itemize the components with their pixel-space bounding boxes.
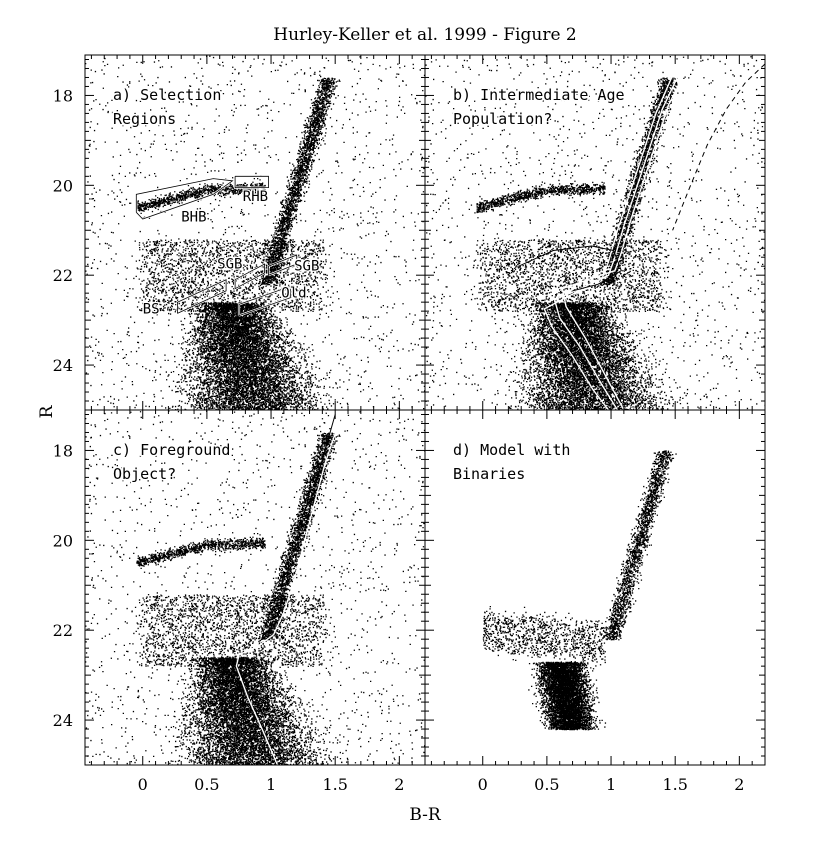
isochrone-3 [543,55,683,410]
isochrone-black [518,245,622,292]
region-label-old: Old [281,286,306,302]
panel-d-frame [424,409,766,766]
region-bhb-outline [135,178,234,220]
y-tick-label: 18 [53,86,73,105]
panel-d-label: d) Model with Binaries [453,441,570,483]
panel-a-label: a) Selection Regions [113,86,221,128]
panel-a-plot: BHB RHB SGB SGB Old BS [85,55,425,410]
panel-d-stars [482,450,677,731]
isochrone-1 [561,55,696,410]
y-tick-label: 20 [53,176,73,195]
region-label-sgb: SGB [294,259,319,275]
x-tick-label: 1.5 [662,775,687,794]
region-label-bs: BS [143,301,160,317]
y-tick-label: 24 [53,711,73,730]
region-bs-outline [177,279,227,314]
region-sgb-outline [234,263,265,290]
y-tick-label: 20 [53,531,73,550]
x-tick-label: 1 [606,775,616,794]
panel-c-stars [85,410,425,765]
y-tick-label: 18 [53,441,73,460]
panel-b-plot [425,55,765,410]
y-tick-label: 22 [53,621,73,640]
region-sgb-outline [268,254,298,276]
x-tick-label: 2 [394,775,404,794]
x-tick-label: 2 [734,775,744,794]
panel-c-plot [85,410,425,765]
panel-d-plot [482,450,677,731]
isochrone-white [235,414,343,765]
panel-a: BHB RHB SGB SGB Old BS a) Selection Regions [84,54,426,411]
x-axis-label: B-R [409,805,442,825]
region-label-rhb: RHB [243,189,268,205]
y-tick-label: 24 [53,356,73,375]
x-tick-label: 0 [138,775,148,794]
region-label-bhb: BHB [181,209,206,225]
isochrone-dashed [672,63,765,231]
figure-title: Hurley-Keller et al. 1999 - Figure 2 [273,25,576,45]
y-tick-label: 22 [53,266,73,285]
panel-c-label: c) Foreground Object? [113,441,230,483]
region-label-sgb: SGB [217,256,242,272]
x-tick-label: 0.5 [194,775,219,794]
panel-d: d) Model with Binaries [424,409,766,766]
panel-a-stars [85,55,425,410]
panels: BHB RHB SGB SGB Old BS a) Selection Regions b) I… [84,54,766,766]
x-tick-label: 0 [478,775,488,794]
isochrone-2 [553,55,689,410]
panel-c: c) Foreground Object? [84,409,426,766]
y-axis-label: R [37,404,57,418]
isochrone-black [303,414,336,532]
x-tick-label: 0.5 [534,775,559,794]
x-tick-label: 1 [266,775,276,794]
panel-b-stars [425,55,765,410]
region-rhb-outline [234,175,269,188]
region-old-outline [238,285,291,316]
panel-b-label: b) Intermediate Age Population? [453,86,625,128]
x-tick-label: 1.5 [322,775,347,794]
panel-b: b) Intermediate Age Population? [424,54,766,411]
